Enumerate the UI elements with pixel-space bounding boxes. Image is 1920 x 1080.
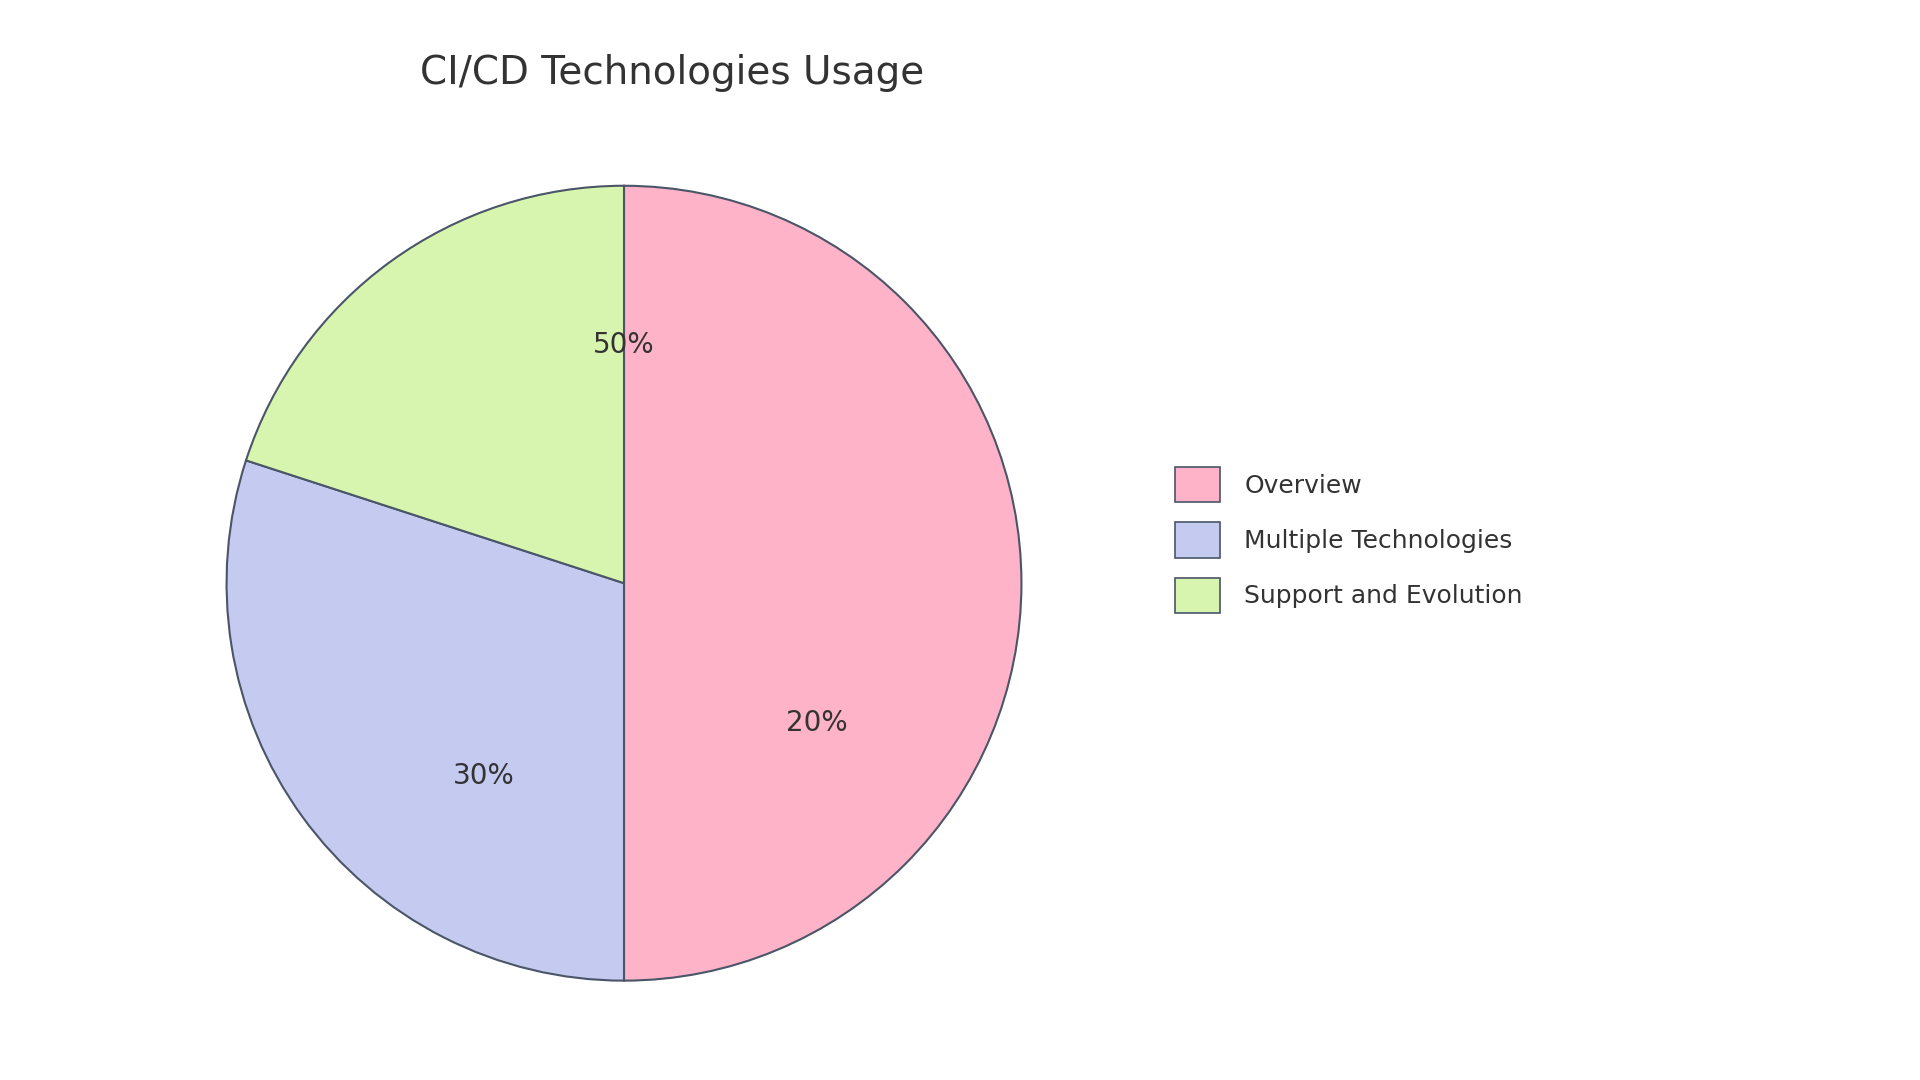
Wedge shape — [624, 186, 1021, 981]
Text: 50%: 50% — [593, 330, 655, 359]
Wedge shape — [227, 460, 624, 981]
Legend: Overview, Multiple Technologies, Support and Evolution: Overview, Multiple Technologies, Support… — [1165, 457, 1532, 623]
Text: 20%: 20% — [785, 710, 849, 738]
Text: CI/CD Technologies Usage: CI/CD Technologies Usage — [420, 54, 924, 92]
Wedge shape — [246, 186, 624, 583]
Text: 30%: 30% — [453, 762, 515, 791]
